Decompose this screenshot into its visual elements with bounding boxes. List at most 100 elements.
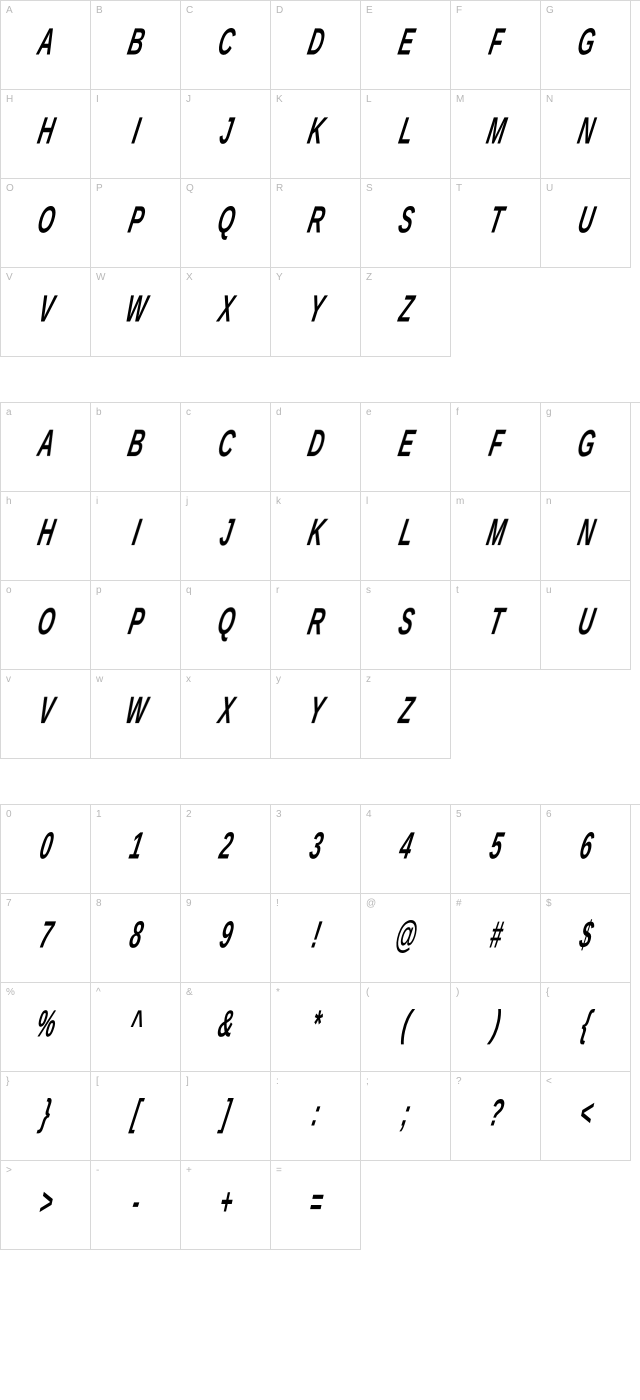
charmap-glyph: V xyxy=(34,288,57,331)
charmap-key-label: q xyxy=(186,585,192,596)
charmap-glyph: ? xyxy=(485,1092,506,1135)
charmap-cell: >> xyxy=(1,1161,91,1250)
charmap-key-label: B xyxy=(96,5,103,16)
charmap-glyph: Z xyxy=(395,690,416,733)
charmap-glyph: H xyxy=(34,512,58,555)
charmap-glyph: + xyxy=(215,1181,236,1224)
charmap-glyph: Y xyxy=(304,690,327,733)
charmap-key-label: [ xyxy=(96,1076,99,1087)
charmap-key-label: P xyxy=(96,183,103,194)
charmap-glyph: ( xyxy=(398,1003,414,1046)
charmap-glyph: ! xyxy=(308,914,324,957)
charmap-glyph: : xyxy=(308,1092,324,1135)
charmap-glyph: Q xyxy=(213,601,238,644)
charmap-glyph: R xyxy=(304,199,328,242)
charmap-key-label: X xyxy=(186,272,193,283)
charmap-glyph: J xyxy=(215,512,235,555)
charmap-glyph: [ xyxy=(128,1092,144,1135)
charmap-cell: zZ xyxy=(361,670,451,759)
charmap-glyph: # xyxy=(485,914,505,957)
charmap-cell: WW xyxy=(91,268,181,357)
charmap-key-label: * xyxy=(276,987,280,998)
charmap-key-label: E xyxy=(366,5,373,16)
charmap-glyph: I xyxy=(128,110,142,153)
charmap-cell: gG xyxy=(541,403,631,492)
charmap-key-label: ) xyxy=(456,987,459,998)
charmap-glyph: * xyxy=(307,1003,324,1046)
charmap-cell: MM xyxy=(451,90,541,179)
charmap-cell: (( xyxy=(361,983,451,1072)
charmap-glyph: W xyxy=(121,690,149,733)
charmap-glyph: 9 xyxy=(215,914,235,957)
charmap-cell: ** xyxy=(271,983,361,1072)
charmap-cell: 22 xyxy=(181,805,271,894)
charmap-section-numbers-symbols: 00112233445566778899!!@@##$$%%^^&&**(())… xyxy=(0,804,640,1250)
charmap-glyph: 5 xyxy=(485,825,505,868)
charmap-cell: )) xyxy=(451,983,541,1072)
charmap-key-label: ( xyxy=(366,987,369,998)
charmap-glyph: H xyxy=(34,110,58,153)
charmap-cell: }} xyxy=(1,1072,91,1161)
charmap-key-label: S xyxy=(366,183,373,194)
charmap-glyph: L xyxy=(395,110,416,153)
charmap-cell: II xyxy=(91,90,181,179)
charmap-cell: 66 xyxy=(541,805,631,894)
charmap-glyph: S xyxy=(394,601,417,644)
charmap-cell: YY xyxy=(271,268,361,357)
charmap-cell: nN xyxy=(541,492,631,581)
charmap-cell: SS xyxy=(361,179,451,268)
charmap-key-label: I xyxy=(96,94,99,105)
charmap-glyph: ; xyxy=(398,1092,414,1135)
charmap-key-label: ? xyxy=(456,1076,462,1087)
charmap-key-label: z xyxy=(366,674,371,685)
charmap-cell: cC xyxy=(181,403,271,492)
charmap-key-label: N xyxy=(546,94,553,105)
charmap-glyph: A xyxy=(34,21,58,64)
charmap-cell: FF xyxy=(451,1,541,90)
charmap-cell: yY xyxy=(271,670,361,759)
charmap-key-label: ] xyxy=(186,1076,189,1087)
charmap-glyph: N xyxy=(574,512,598,555)
charmap-key-label: : xyxy=(276,1076,279,1087)
charmap-glyph: X xyxy=(214,690,237,733)
charmap-key-label: x xyxy=(186,674,191,685)
charmap-glyph: - xyxy=(128,1181,144,1224)
charmap-cell: dD xyxy=(271,403,361,492)
charmap-cell: pP xyxy=(91,581,181,670)
charmap-key-label: l xyxy=(366,496,368,507)
charmap-glyph: U xyxy=(574,601,598,644)
charmap-glyph: X xyxy=(214,288,237,331)
charmap-key-label: 1 xyxy=(96,809,102,820)
charmap-key-label: K xyxy=(276,94,283,105)
charmap-glyph: @ xyxy=(391,914,420,957)
charmap-cell: oO xyxy=(1,581,91,670)
charmap-key-label: Z xyxy=(366,272,372,283)
charmap-glyph: P xyxy=(124,199,147,242)
charmap-key-label: t xyxy=(456,585,459,596)
charmap-cell: :: xyxy=(271,1072,361,1161)
charmap-cell: HH xyxy=(1,90,91,179)
charmap-glyph: 7 xyxy=(35,914,55,957)
charmap-cell: XX xyxy=(181,268,271,357)
charmap-glyph: T xyxy=(485,601,506,644)
charmap-glyph: > xyxy=(35,1181,56,1224)
charmap-cell: ]] xyxy=(181,1072,271,1161)
charmap-cell-empty xyxy=(361,1161,451,1250)
charmap-glyph: < xyxy=(575,1092,596,1135)
charmap-glyph: C xyxy=(214,21,238,64)
charmap-key-label: { xyxy=(546,987,549,998)
charmap-key-label: b xyxy=(96,407,102,418)
charmap-glyph: { xyxy=(577,1003,594,1046)
charmap-glyph: G xyxy=(573,21,598,64)
charmap-cell: << xyxy=(541,1072,631,1161)
charmap-cell: 33 xyxy=(271,805,361,894)
charmap-glyph: } xyxy=(37,1092,54,1135)
charmap-key-label: e xyxy=(366,407,372,418)
charmap-glyph: 4 xyxy=(395,825,415,868)
charmap-key-label: % xyxy=(6,987,15,998)
charmap-glyph: Z xyxy=(395,288,416,331)
charmap-key-label: < xyxy=(546,1076,552,1087)
charmap-grid: 00112233445566778899!!@@##$$%%^^&&**(())… xyxy=(0,804,640,1250)
charmap-glyph: I xyxy=(128,512,142,555)
charmap-glyph: ) xyxy=(488,1003,504,1046)
